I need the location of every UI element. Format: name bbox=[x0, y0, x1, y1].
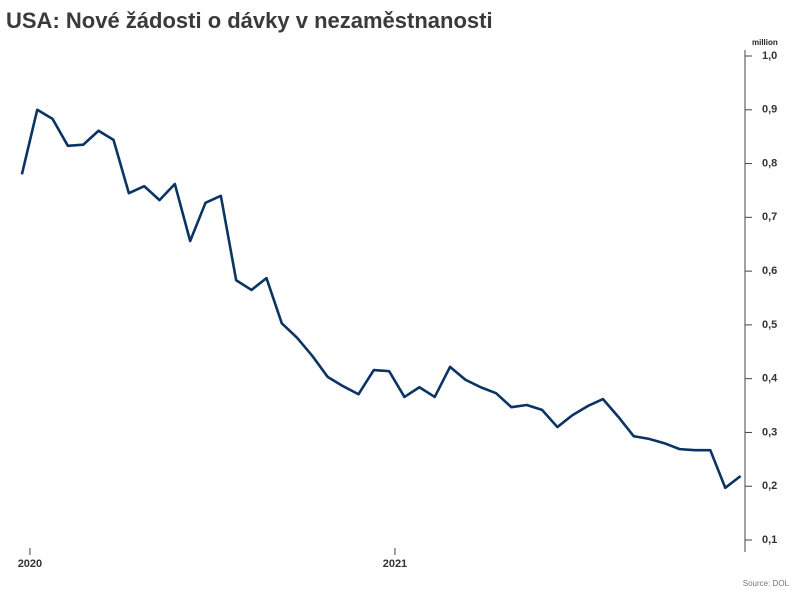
y-tick-label: 0,8 bbox=[762, 157, 777, 169]
y-tick-label: 0,1 bbox=[762, 534, 777, 546]
y-tick-label: 0,2 bbox=[762, 480, 777, 492]
x-tick-label: 2020 bbox=[18, 558, 42, 570]
y-tick-label: 0,6 bbox=[762, 265, 777, 277]
chart-title: USA: Nové žádosti o dávky v nezaměstnano… bbox=[6, 8, 493, 33]
source: Source: DOL bbox=[743, 579, 790, 588]
y-unit: million bbox=[752, 38, 778, 47]
y-tick-label: 0,5 bbox=[762, 319, 777, 331]
y-tick-label: 0,9 bbox=[762, 104, 777, 116]
x-tick-label: 2021 bbox=[383, 558, 407, 570]
y-tick-label: 0,3 bbox=[762, 426, 777, 438]
y-tick-label: 0,4 bbox=[762, 373, 778, 385]
y-tick-label: 1,0 bbox=[762, 50, 777, 62]
line-series bbox=[20, 108, 742, 490]
y-tick-label: 0,7 bbox=[762, 211, 777, 223]
